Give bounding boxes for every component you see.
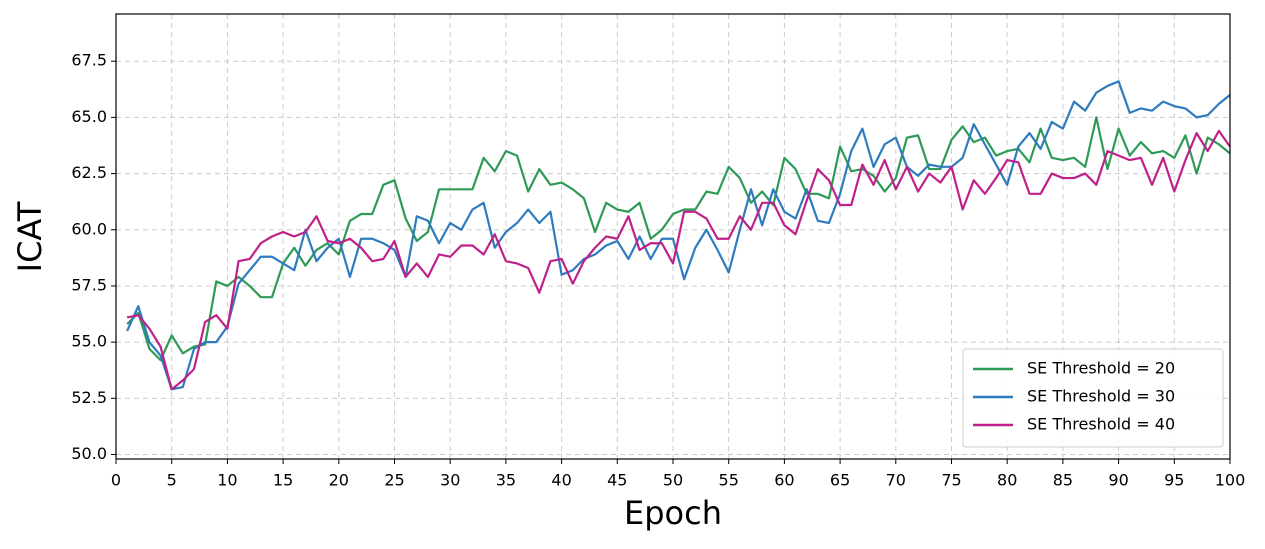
legend-label: SE Threshold = 40 xyxy=(1027,415,1175,434)
y-tick-label: 50.0 xyxy=(71,444,107,463)
x-tick-label: 0 xyxy=(111,471,121,490)
x-tick-label: 30 xyxy=(440,471,460,490)
x-tick-label: 100 xyxy=(1215,471,1246,490)
x-tick-label: 45 xyxy=(607,471,627,490)
x-tick-label: 60 xyxy=(774,471,794,490)
y-tick-label: 60.0 xyxy=(71,219,107,238)
legend-label: SE Threshold = 30 xyxy=(1027,387,1175,406)
x-tick-label: 85 xyxy=(1053,471,1073,490)
legend-label: SE Threshold = 20 xyxy=(1027,359,1175,378)
plot-frame xyxy=(115,13,1231,460)
x-tick-label: 15 xyxy=(273,471,293,490)
x-tick-label: 70 xyxy=(886,471,906,490)
x-tick-label: 55 xyxy=(719,471,739,490)
x-tick-label: 20 xyxy=(329,471,349,490)
legend-box xyxy=(962,348,1224,448)
x-tick-label: 25 xyxy=(384,471,404,490)
y-tick-label: 62.5 xyxy=(71,163,107,182)
x-tick-label: 35 xyxy=(496,471,516,490)
x-tick-label: 5 xyxy=(167,471,177,490)
x-tick-label: 10 xyxy=(217,471,237,490)
y-tick-label: 55.0 xyxy=(71,332,107,351)
x-tick-label: 80 xyxy=(997,471,1017,490)
y-axis-label: ICAT xyxy=(11,201,49,272)
x-tick-label: 90 xyxy=(1108,471,1128,490)
series-line xyxy=(126,80,1231,391)
y-tick-label: 52.5 xyxy=(71,388,107,407)
legend: SE Threshold = 20 SE Threshold = 30 SE Thr… xyxy=(962,348,1224,448)
x-tick-label: 75 xyxy=(941,471,961,490)
y-tick-label: 67.5 xyxy=(71,51,107,70)
x-tick-label: 65 xyxy=(830,471,850,490)
x-tick-label: 95 xyxy=(1164,471,1184,490)
series-line xyxy=(126,129,1231,391)
x-axis-label: Epoch xyxy=(624,494,722,532)
y-tick-label: 65.0 xyxy=(71,107,107,126)
x-tick-label: 50 xyxy=(663,471,683,490)
x-tick-label: 40 xyxy=(551,471,571,490)
series-line xyxy=(126,116,1231,362)
y-tick-label: 57.5 xyxy=(71,275,107,294)
